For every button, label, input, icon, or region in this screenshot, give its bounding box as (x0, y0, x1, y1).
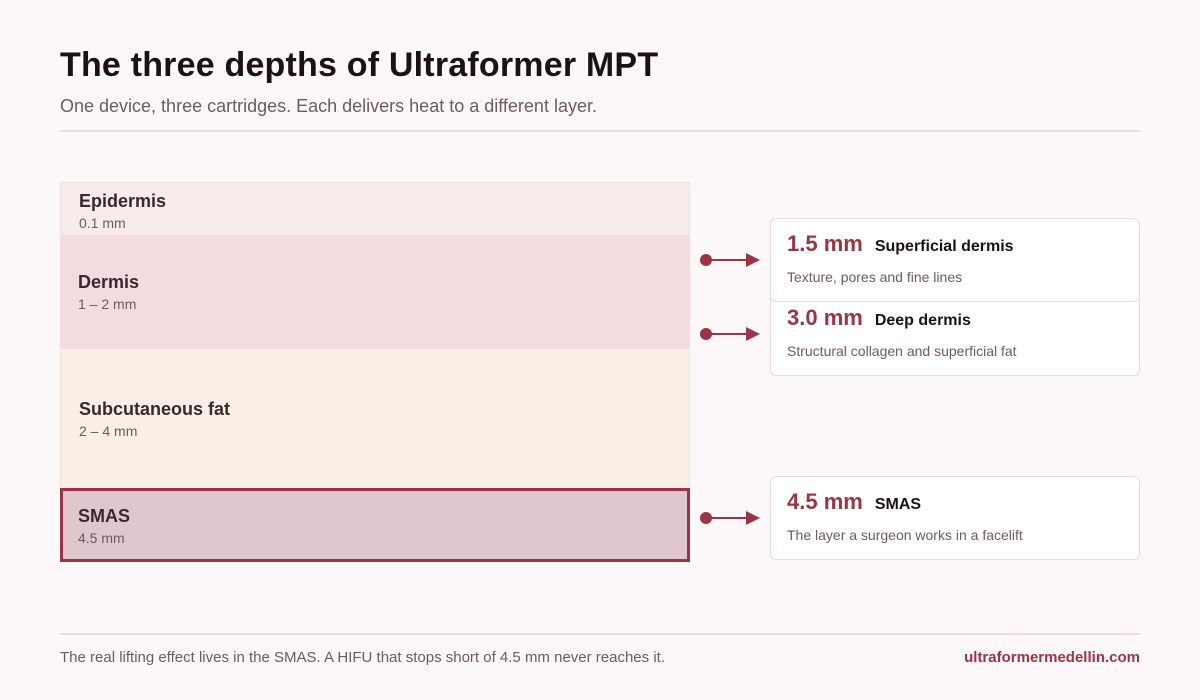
connector-dot-icon (700, 512, 712, 524)
layer-depth: 1 – 2 mm (78, 296, 137, 312)
layer-subcutaneous-fat: Subcutaneous fat 2 – 4 mm (60, 349, 690, 488)
cartridge-card-deep-dermis: 3.0 mm Deep dermis Structural collagen a… (770, 292, 1140, 376)
cartridge-depth: 1.5 mm (787, 231, 863, 256)
connector-line (708, 333, 748, 335)
cartridge-description: Texture, pores and fine lines (787, 269, 963, 285)
arrow-connector-2 (700, 327, 762, 341)
layer-depth: 4.5 mm (78, 530, 125, 546)
website-link[interactable]: ultraformermedellin.com (964, 649, 1140, 666)
cartridge-depth: 4.5 mm (787, 489, 863, 514)
arrow-connector-1 (700, 253, 762, 267)
cartridge-depth: 3.0 mm (787, 305, 863, 330)
layer-epidermis: Epidermis 0.1 mm (60, 182, 690, 236)
layer-depth: 0.1 mm (79, 215, 126, 231)
arrow-connector-3 (700, 511, 762, 525)
layer-name: Subcutaneous fat (79, 399, 231, 419)
layer-name: SMAS (78, 506, 131, 526)
cartridge-name: Deep dermis (874, 312, 971, 329)
footer-divider (60, 633, 1140, 635)
cartridge-name: Superficial dermis (874, 238, 1014, 255)
layer-name: Dermis (78, 272, 140, 292)
layer-dermis: Dermis 1 – 2 mm (60, 236, 690, 349)
connector-dot-icon (700, 328, 712, 340)
layer-name: Epidermis (79, 191, 167, 211)
connector-line (708, 517, 748, 519)
connector-dot-icon (700, 254, 712, 266)
cartridge-card-smas: 4.5 mm SMAS The layer a surgeon works in… (770, 476, 1140, 560)
arrow-right-icon (746, 511, 760, 525)
cartridge-card-superficial-dermis: 1.5 mm Superficial dermis Texture, pores… (770, 218, 1140, 302)
cartridge-name: SMAS (874, 496, 922, 513)
skin-layer-stack: Epidermis 0.1 mm Dermis 1 – 2 mm Subcuta… (60, 182, 690, 562)
connector-line (708, 259, 748, 261)
footer-note: The real lifting effect lives in the SMA… (60, 649, 665, 666)
page-subtitle: One device, three cartridges. Each deliv… (60, 96, 597, 116)
arrow-right-icon (746, 327, 760, 341)
header-divider (60, 130, 1140, 132)
arrow-right-icon (746, 253, 760, 267)
layer-depth: 2 – 4 mm (79, 423, 138, 439)
layer-smas: SMAS 4.5 mm (60, 488, 690, 562)
cartridge-description: The layer a surgeon works in a facelift (787, 527, 1023, 543)
page-title: The three depths of Ultraformer MPT (60, 46, 659, 84)
cartridge-description: Structural collagen and superficial fat (787, 343, 1017, 359)
